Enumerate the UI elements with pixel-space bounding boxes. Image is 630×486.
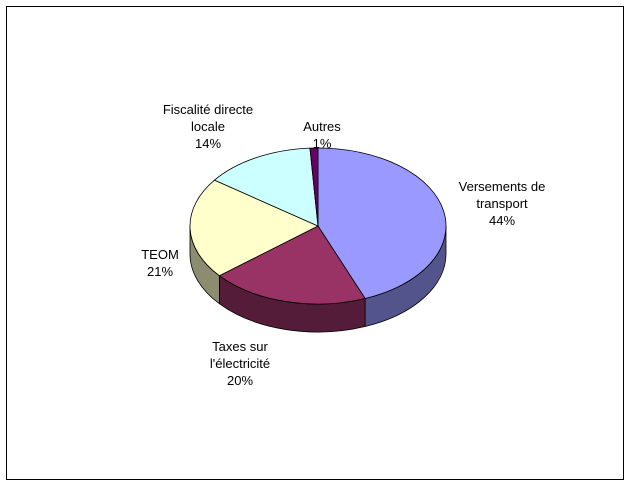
- pie-slice: [213, 147, 319, 227]
- data-label: Fiscalité directe locale 14%: [153, 101, 263, 152]
- data-label: TEOM 21%: [130, 246, 190, 280]
- category-label: Versements de transport: [458, 179, 546, 211]
- value-label: 21%: [146, 264, 174, 279]
- value-label: 1%: [312, 136, 332, 151]
- category-label: Fiscalité directe locale: [162, 102, 254, 134]
- pie-slice: [189, 179, 319, 277]
- value-label: 20%: [226, 373, 254, 388]
- data-label: Autres 1%: [292, 118, 352, 152]
- value-label: 14%: [194, 136, 222, 151]
- category-label: Taxes sur l'électricité: [209, 339, 271, 371]
- value-label: 44%: [488, 213, 516, 228]
- data-label: Versements de transport 44%: [452, 178, 552, 229]
- pie-slice: [317, 147, 447, 299]
- category-label: TEOM: [141, 247, 179, 262]
- category-label: Autres: [303, 119, 341, 134]
- pie-slice: [309, 147, 319, 227]
- data-label: Taxes sur l'électricité 20%: [190, 338, 290, 389]
- pie-slice: [218, 225, 366, 305]
